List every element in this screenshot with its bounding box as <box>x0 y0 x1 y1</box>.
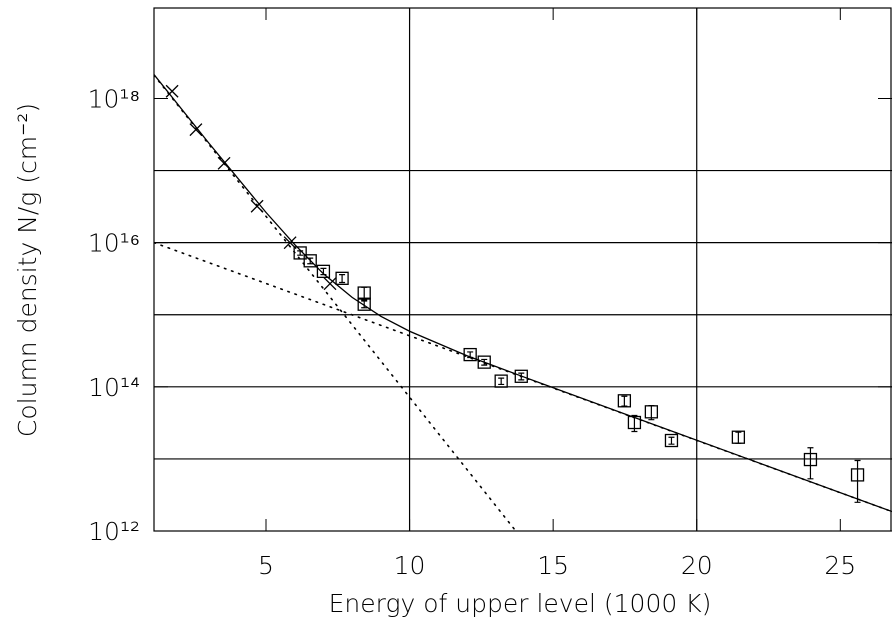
square-marker <box>357 286 371 300</box>
square-marker <box>731 430 746 444</box>
square-marker <box>644 405 659 419</box>
error-bar <box>498 377 505 386</box>
square-marker <box>303 254 317 268</box>
square-marker <box>803 452 818 467</box>
error-bar <box>735 431 742 444</box>
cross-marker <box>217 156 231 170</box>
square-marker <box>627 415 642 430</box>
square-marker <box>617 394 632 408</box>
error-bar <box>361 300 368 309</box>
square-marker <box>463 347 477 362</box>
cross-marker <box>165 84 179 98</box>
error-bar <box>320 267 327 276</box>
error-bar <box>297 250 304 256</box>
cross-marker <box>189 123 203 137</box>
error-bar <box>467 351 474 359</box>
x-tick-label: 20 <box>681 551 713 580</box>
square-marker <box>514 369 528 383</box>
y-tick-label: 10¹⁶ <box>88 229 140 258</box>
y-tick-label: 10¹⁴ <box>88 373 140 402</box>
x-axis-label: Energy of upper level (1000 K) <box>329 589 712 618</box>
x-tick-label: 5 <box>258 551 274 580</box>
y-tick-label: 10¹⁸ <box>88 84 140 113</box>
square-marker <box>335 271 349 285</box>
square-marker <box>664 433 679 448</box>
x-tick-label: 15 <box>537 551 569 580</box>
error-bar <box>807 447 814 480</box>
error-bar <box>339 274 346 284</box>
error-bar <box>518 372 525 381</box>
error-bar <box>481 358 488 366</box>
square-marker <box>293 246 307 260</box>
solid-line <box>154 74 892 513</box>
y-axis-label: Column density N/g (cm⁻²) <box>13 103 42 437</box>
error-bar <box>307 257 314 265</box>
plot-frame <box>153 7 892 532</box>
error-bar <box>621 395 628 407</box>
x-tick-label: 10 <box>394 551 426 580</box>
square-marker <box>316 264 331 278</box>
square-marker <box>850 468 865 482</box>
x-tick-label: 25 <box>824 551 856 580</box>
cross-marker <box>323 277 337 291</box>
square-marker <box>477 355 491 369</box>
plot-area <box>154 74 892 531</box>
error-bar <box>668 436 675 445</box>
dotted-line <box>154 74 517 531</box>
square-marker <box>357 297 371 311</box>
dotted-line <box>154 241 892 513</box>
cross-marker <box>250 199 264 213</box>
y-tick-label: 10¹² <box>88 517 140 546</box>
